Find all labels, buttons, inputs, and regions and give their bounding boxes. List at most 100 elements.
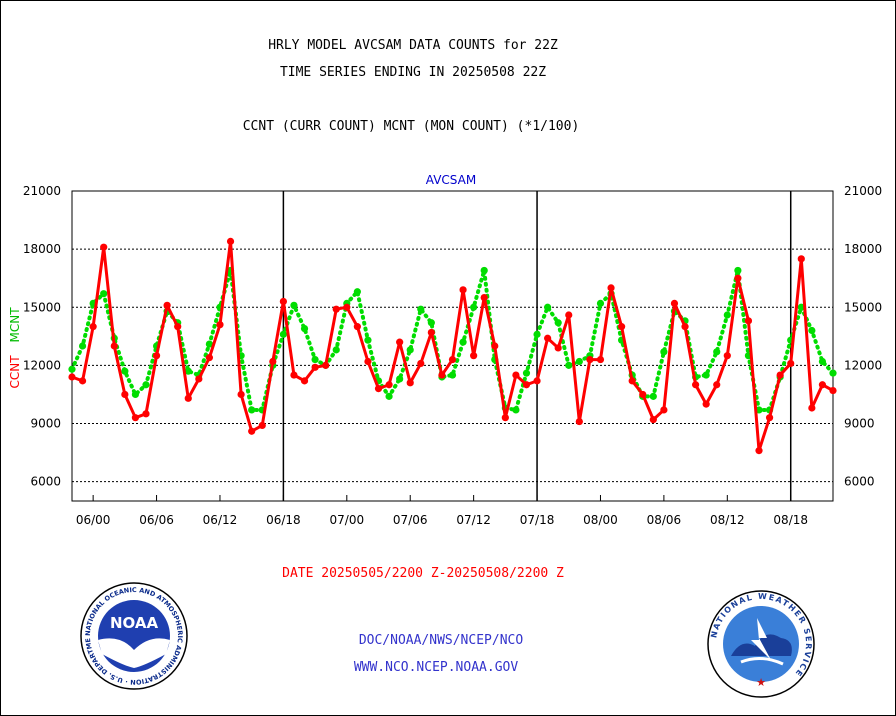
data-point-ccnt xyxy=(691,381,700,389)
data-point-mcnt xyxy=(364,336,372,344)
data-point-mcnt xyxy=(68,365,76,373)
data-point-mcnt xyxy=(121,367,129,375)
data-point-mcnt xyxy=(78,342,87,350)
data-point-ccnt xyxy=(364,357,372,366)
y-tick-label-right: 21000 xyxy=(844,184,882,198)
chart-title-line2: TIME SERIES ENDING IN 20250508 22Z xyxy=(279,65,547,80)
data-point-ccnt xyxy=(702,400,710,408)
x-tick-label: 07/12 xyxy=(456,513,491,527)
data-point-ccnt xyxy=(808,404,816,412)
data-point-mcnt xyxy=(385,392,393,400)
data-point-mcnt xyxy=(660,348,668,356)
data-point-mcnt xyxy=(544,303,552,311)
data-point-ccnt xyxy=(797,255,805,263)
x-tick-label: 06/18 xyxy=(266,513,301,527)
data-point-mcnt xyxy=(522,369,531,377)
data-point-mcnt xyxy=(311,355,319,364)
data-point-ccnt xyxy=(501,414,509,422)
noaa-gull-icon xyxy=(98,638,170,668)
data-point-mcnt xyxy=(417,305,425,313)
x-tick-label: 07/18 xyxy=(520,513,555,527)
data-point-ccnt xyxy=(618,323,626,331)
data-point-ccnt xyxy=(417,359,425,368)
data-point-ccnt xyxy=(205,354,214,362)
x-axis-ticks: 06/00 06/06 06/12 06/18 07/00 07/06 07/12 07/18… xyxy=(76,495,808,527)
y-tick-label-left: 21000 xyxy=(23,184,61,198)
data-point-mcnt xyxy=(512,406,520,414)
x-tick-label: 07/06 xyxy=(393,513,428,527)
org-line: DOC/NOAA/NWS/NCEP/NCO xyxy=(358,633,524,648)
data-point-ccnt xyxy=(829,386,837,395)
data-point-ccnt xyxy=(744,317,753,325)
data-point-mcnt xyxy=(554,319,562,327)
data-point-ccnt xyxy=(596,355,605,364)
data-point-ccnt xyxy=(269,357,277,366)
data-point-ccnt xyxy=(279,297,287,306)
chart-title-line1: HRLY MODEL AVCSAM DATA COUNTS for 22Z xyxy=(268,38,558,53)
data-point-ccnt xyxy=(131,414,140,422)
data-point-ccnt xyxy=(163,301,171,309)
data-point-ccnt xyxy=(628,377,636,385)
data-point-mcnt xyxy=(797,303,805,311)
data-point-ccnt xyxy=(311,363,319,371)
data-point-ccnt xyxy=(723,352,731,360)
data-point-ccnt xyxy=(89,323,97,331)
data-point-ccnt xyxy=(470,352,478,360)
data-point-ccnt xyxy=(681,323,689,331)
data-point-ccnt xyxy=(121,390,129,399)
data-point-mcnt xyxy=(533,330,541,338)
data-point-ccnt xyxy=(100,243,108,251)
data-point-ccnt xyxy=(670,299,679,307)
data-point-ccnt xyxy=(565,311,573,319)
data-point-ccnt xyxy=(353,323,361,331)
data-point-ccnt xyxy=(396,338,404,346)
data-point-ccnt xyxy=(385,381,393,389)
data-point-ccnt xyxy=(78,377,87,385)
y-tick-label-left: 9000 xyxy=(30,417,61,431)
plot-title: AVCSAM xyxy=(426,173,476,187)
data-point-mcnt xyxy=(723,311,731,319)
data-point-ccnt xyxy=(184,394,192,402)
y-tick-label-right: 6000 xyxy=(844,475,875,489)
data-point-mcnt xyxy=(184,367,192,375)
x-tick-label: 06/12 xyxy=(203,513,238,527)
data-point-ccnt xyxy=(649,416,657,424)
date-range-label: DATE 20250505/2200 Z-20250508/2200 Z xyxy=(282,566,564,581)
data-point-mcnt xyxy=(480,266,488,275)
x-tick-label: 08/06 xyxy=(647,513,682,527)
wind-icon xyxy=(740,657,784,666)
data-point-ccnt xyxy=(575,417,583,426)
noaa-logo-text: NOAA xyxy=(110,614,159,632)
data-point-ccnt xyxy=(480,293,488,302)
data-point-ccnt xyxy=(290,371,298,379)
website-link[interactable]: WWW.NCO.NCEP.NOAA.GOV xyxy=(353,660,519,675)
data-point-ccnt xyxy=(142,410,150,418)
data-point-ccnt xyxy=(374,385,383,393)
y-tick-label-right: 12000 xyxy=(844,358,882,372)
data-point-ccnt xyxy=(237,390,245,399)
data-point-mcnt xyxy=(808,326,816,335)
data-point-ccnt xyxy=(533,377,541,385)
data-point-mcnt xyxy=(575,357,583,366)
nws-logo[interactable]: NATIONAL WEATHER SERVICE ★ xyxy=(707,590,815,698)
noaa-logo[interactable]: NOAA NATIONAL OCEANIC AND ATMOSPHERIC AD… xyxy=(80,582,188,690)
data-point-mcnt xyxy=(100,290,108,298)
data-point-ccnt xyxy=(174,323,182,331)
data-point-mcnt xyxy=(300,324,309,333)
day-boundary-lines xyxy=(282,191,792,501)
series-ccnt xyxy=(68,237,837,455)
data-point-ccnt xyxy=(343,303,351,311)
plot-area xyxy=(71,190,834,502)
data-point-mcnt xyxy=(734,266,742,275)
grid-lines xyxy=(72,190,833,483)
x-tick-label: 07/00 xyxy=(330,513,365,527)
x-tick-label: 06/06 xyxy=(139,513,174,527)
data-point-mcnt xyxy=(596,299,605,307)
data-point-ccnt xyxy=(406,379,414,387)
data-point-mcnt xyxy=(290,301,298,309)
y-axis-label-mcnt: MCNT xyxy=(8,307,22,343)
data-point-mcnt xyxy=(396,375,404,383)
data-point-ccnt xyxy=(776,371,784,379)
data-point-mcnt xyxy=(406,346,414,354)
